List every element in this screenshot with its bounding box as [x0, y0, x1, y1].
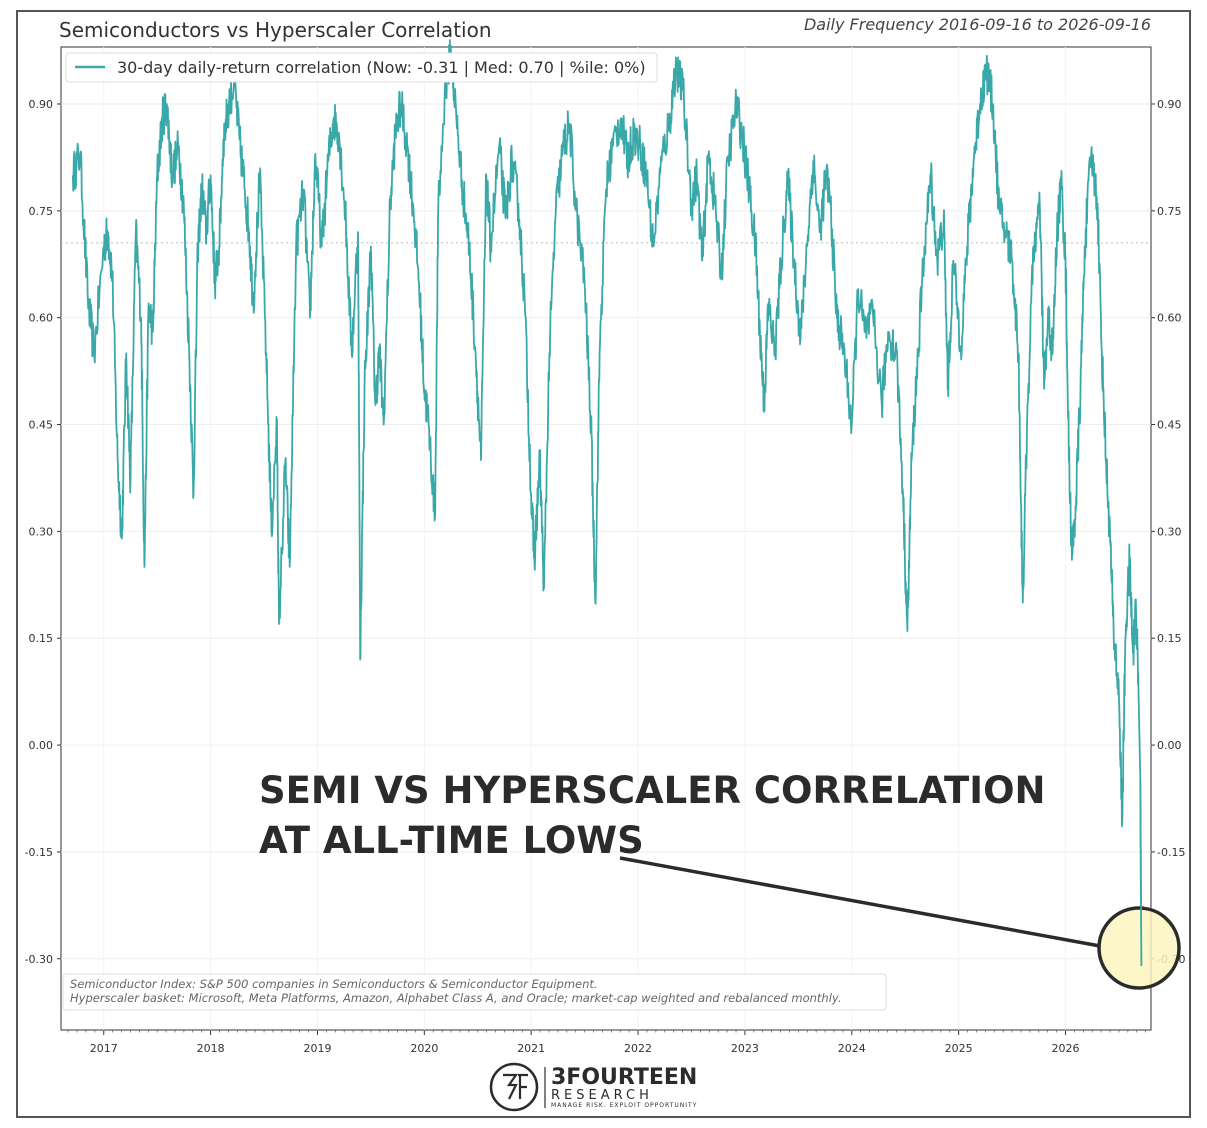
annotation-line-2: AT ALL-TIME LOWS [259, 819, 644, 862]
y-tick-label-right: 0.45 [1157, 419, 1182, 432]
y-tick-label-left: 0.30 [29, 525, 54, 538]
x-tick-label: 2026 [1052, 1042, 1080, 1055]
chart-title: Semiconductors vs Hyperscaler Correlatio… [59, 18, 492, 42]
annotation-circle [1097, 906, 1181, 990]
legend-label: 30-day daily-return correlation (Now: -0… [117, 58, 646, 77]
series-layer [71, 39, 1143, 966]
x-tick-label: 2017 [90, 1042, 118, 1055]
note-box [62, 973, 887, 1011]
legend-box [65, 52, 658, 83]
y-tick-label-right: 0.75 [1157, 205, 1182, 218]
x-tick-label: 2022 [624, 1042, 652, 1055]
series-line [71, 39, 1143, 966]
y-tick-label-right: 0.00 [1157, 739, 1182, 752]
note-line: Hyperscaler basket: Microsoft, Meta Plat… [70, 991, 841, 1005]
y-tick-label-left: 0.60 [29, 312, 54, 325]
x-tick-label: 2020 [410, 1042, 438, 1055]
y-tick-label-right: 0.60 [1157, 312, 1182, 325]
annotation: SEMI VS HYPERSCALER CORRELATION AT ALL-TI… [259, 769, 1181, 990]
y-tick-label-left: 0.15 [29, 632, 54, 645]
logo-mark-icon [503, 1073, 528, 1100]
x-tick-label: 2024 [838, 1042, 866, 1055]
y-tick-label-left: -0.30 [25, 953, 53, 966]
y-tick-label-left: 0.90 [29, 98, 54, 111]
note-line: Semiconductor Index: S&P 500 companies i… [70, 977, 598, 991]
legend: 30-day daily-return correlation (Now: -0… [65, 52, 658, 83]
x-tick-label: 2019 [303, 1042, 331, 1055]
source-note: Semiconductor Index: S&P 500 companies i… [62, 973, 887, 1011]
series-line-latest [1139, 780, 1143, 966]
logo-sub: RESEARCH [551, 1088, 653, 1103]
annotation-line-1: SEMI VS HYPERSCALER CORRELATION [259, 769, 1046, 812]
grid-layer [61, 47, 1151, 1030]
x-tick-label: 2023 [731, 1042, 759, 1055]
y-tick-label-left: 0.00 [29, 739, 54, 752]
y-tick-label-left: 0.75 [29, 205, 54, 218]
x-tick-label: 2025 [945, 1042, 973, 1055]
y-tick-label-right: 0.90 [1157, 98, 1182, 111]
y-tick-label-right: 0.15 [1157, 632, 1182, 645]
y-tick-label-left: 0.45 [29, 419, 54, 432]
y-tick-label-right: -0.15 [1157, 846, 1185, 859]
logo-tagline: MANAGE RISK. EXPLOIT OPPORTUNITY [551, 1102, 697, 1109]
annotation-pointer [619, 856, 1101, 948]
logo-name: 3FOURTEEN [551, 1065, 697, 1090]
tick-layer: 0.90 0.90 0.75 0.75 0.60 0.60 0.45 0.45 0.30 0.30… [25, 98, 1186, 1055]
x-tick-label: 2018 [197, 1042, 225, 1055]
x-tick-label: 2021 [517, 1042, 545, 1055]
chart-subtitle: Daily Frequency 2016-09-16 to 2026-09-16 [803, 15, 1151, 34]
logo-circle-icon [489, 1062, 539, 1112]
y-tick-label-right: 0.30 [1157, 525, 1182, 538]
y-tick-label-left: -0.15 [25, 846, 53, 859]
